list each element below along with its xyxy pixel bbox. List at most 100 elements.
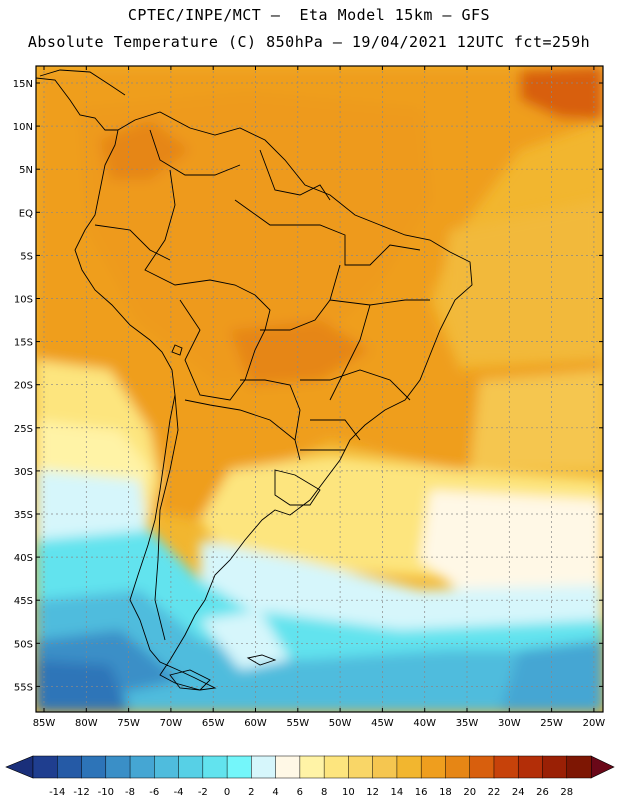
colorbar-arrow-high <box>590 755 615 779</box>
lat-label: 40S <box>14 553 33 564</box>
lon-label: 45W <box>371 718 394 729</box>
field-minus4-minus2 <box>36 590 603 712</box>
border-paraguay <box>240 379 301 441</box>
border-colombia-venezuela <box>149 129 241 176</box>
longitude-axis: 85W 80W 75W 70W 65W 60W 55W 50W 45W 40W 35W 30W 25W 2… <box>33 66 606 729</box>
colorbar-swatch <box>226 755 252 779</box>
latitude-axis: 15N 10N 5N EQ 5S 10S 15S 20S 25S 30S 35S 40S 45S 50S 5… <box>13 79 603 693</box>
field-14-16 <box>470 370 603 470</box>
colorbar-swatch <box>178 755 204 779</box>
map-frame <box>35 65 604 713</box>
lon-label: 35W <box>456 718 479 729</box>
lat-label: 45S <box>14 596 33 607</box>
colorbar-label: -12 <box>73 787 89 798</box>
map-title-line1: CPTEC/INPE/MCT — Eta Model 15km — GFS <box>127 6 491 24</box>
colorbar-swatch <box>372 755 398 779</box>
lon-label: 70W <box>160 718 183 729</box>
lat-label: 5N <box>19 165 33 176</box>
state-borders <box>234 199 430 451</box>
field-patagonia-warm <box>200 610 290 670</box>
lon-label: 85W <box>33 718 56 729</box>
colorbar-label: 0 <box>224 787 230 798</box>
colorbar: -14 -12 -10 -8 -6 -4 -2 0 2 4 6 8 10 12 14 16 18 20 22 24 26… <box>5 755 615 798</box>
colorbar-label: 20 <box>463 787 476 798</box>
colorbar-swatch <box>323 755 349 779</box>
lat-label: 30S <box>14 467 33 478</box>
colorbar-swatch <box>542 755 568 779</box>
colorbar-label: -14 <box>49 787 65 798</box>
field-6-8 <box>420 490 603 600</box>
temperature-field <box>36 66 603 712</box>
south-america-coastline <box>74 111 473 691</box>
colorbar-swatch <box>566 755 592 779</box>
colorbar-label: 10 <box>342 787 355 798</box>
colorbar-label: 6 <box>297 787 303 798</box>
lon-label: 75W <box>117 718 140 729</box>
lat-label: EQ <box>19 208 33 219</box>
lon-label: 65W <box>202 718 225 729</box>
field-minus10 <box>36 660 130 712</box>
border-bolivia <box>179 299 246 401</box>
lake-titicaca <box>171 344 183 356</box>
colorbar-label: -10 <box>98 787 114 798</box>
border-argentina-north <box>184 399 301 461</box>
colorbar-swatch <box>202 755 228 779</box>
lon-label: 30W <box>498 718 521 729</box>
border-colombia-peru <box>94 224 171 261</box>
lat-label: 20S <box>14 381 33 392</box>
border-uruguay <box>274 469 321 506</box>
colorbar-label: 2 <box>248 787 254 798</box>
falkland-islands <box>246 654 277 666</box>
lon-label: 20W <box>583 718 606 729</box>
colorbar-swatch <box>105 755 131 779</box>
colorbar-label: -8 <box>125 787 135 798</box>
lat-label: 15N <box>13 79 33 90</box>
lat-label: 5S <box>20 251 33 262</box>
field-4-6-south <box>200 540 603 640</box>
colorbar-arrow-low <box>5 755 34 779</box>
colorbar-label: 28 <box>560 787 573 798</box>
border-guianas <box>259 149 331 201</box>
colorbar-label: 16 <box>415 787 428 798</box>
colorbar-swatch <box>81 755 107 779</box>
colorbar-swatch <box>251 755 277 779</box>
colorbar-swatch <box>469 755 495 779</box>
lat-label: 15S <box>14 338 33 349</box>
colorbar-label: 14 <box>391 787 404 798</box>
colorbar-swatch <box>493 755 519 779</box>
lon-label: 55W <box>286 718 309 729</box>
field-22-24 <box>520 66 603 120</box>
lat-label: 10S <box>14 295 33 306</box>
colorbar-swatch <box>445 755 471 779</box>
border-chile-argentina <box>154 394 179 641</box>
map-title-line2: Absolute Temperature (C) 850hPa — 19/04/… <box>27 33 591 51</box>
colorbar-swatch <box>517 755 544 779</box>
tierra-del-fuego <box>169 669 211 691</box>
colorbar-swatch <box>32 755 58 779</box>
lon-label: 50W <box>329 718 352 729</box>
lon-label: 25W <box>540 718 563 729</box>
lon-label: 40W <box>413 718 436 729</box>
colorbar-swatch <box>275 755 301 779</box>
colorbar-swatch <box>420 755 446 779</box>
lat-label: 55S <box>14 682 33 693</box>
colorbar-swatch <box>129 755 155 779</box>
colorbar-swatch <box>154 755 180 779</box>
colorbar-label: 12 <box>366 787 379 798</box>
colorbar-label: -6 <box>149 787 159 798</box>
lat-label: 35S <box>14 510 33 521</box>
colorbar-label: 18 <box>439 787 452 798</box>
islands <box>169 654 277 691</box>
caribbean-coast <box>39 69 126 96</box>
colorbar-swatch <box>57 755 83 779</box>
lat-label: 25S <box>14 424 33 435</box>
lon-label: 80W <box>75 718 98 729</box>
colorbar-label: 24 <box>512 787 525 798</box>
country-borders <box>36 69 473 691</box>
colorbar-label: 26 <box>536 787 549 798</box>
border-brazil-west <box>144 169 271 381</box>
colorbar-label: 8 <box>321 787 327 798</box>
colorbar-swatch <box>299 755 325 779</box>
colorbar-label: 4 <box>272 787 278 798</box>
colorbar-label: -4 <box>174 787 184 798</box>
